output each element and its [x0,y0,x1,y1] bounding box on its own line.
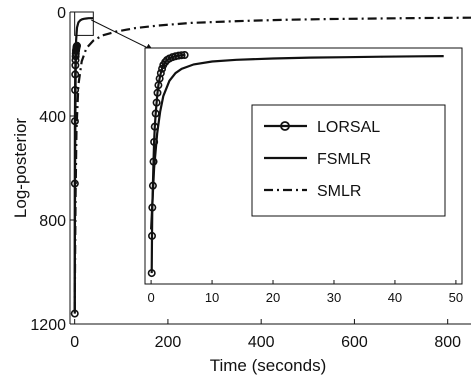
legend-label-smlr: SMLR [317,183,361,200]
series-line-fsmlr [73,17,94,312]
legend-box [251,104,446,217]
y-tick-label: 800 [39,213,66,230]
zoom-annotation [74,11,154,51]
legend-label-fsmlr: FSMLR [317,151,371,168]
x-tick-label: 800 [434,334,461,351]
inset-x-tick-label: 30 [327,290,341,305]
y-tick-label: 0 [57,5,66,22]
inset-point-lorsal [152,98,161,107]
x-tick-label: 200 [155,334,182,351]
inset-point-lorsal [148,231,157,240]
inset-series-group [147,50,444,278]
inset-x-tick-label: 0 [147,290,154,305]
inset-x-tick-label: 20 [266,290,280,305]
y-axis-label: Log-posterior [11,118,30,219]
y-tick-label: 400 [39,109,66,126]
inset-point-lorsal [177,51,186,60]
zoom-region-box [74,11,94,36]
inset-point-lorsal [156,69,165,78]
x-tick-label: 600 [341,334,368,351]
x-axis-label: Time (seconds) [210,356,327,375]
inset-point-lorsal [153,88,162,97]
inset-line-fsmlr [150,55,444,230]
x-tick-label: 400 [248,334,275,351]
inset-point-lorsal [147,269,156,278]
inset-x-tick-label: 50 [449,290,463,305]
x-tick-label: 0 [70,334,79,351]
inset-point-lorsal [158,64,167,73]
y-tick-label: 1200 [30,317,66,334]
inset-x-tick-label: 40 [388,290,402,305]
zoom-arrow [91,19,154,51]
main-series-group [70,16,471,318]
inset-x-tick-label: 10 [205,290,219,305]
legend-marker-lorsal [280,121,290,131]
series-line-smlr [73,16,471,312]
legend: LORSAL FSMLR SMLR [251,104,446,217]
legend-label-lorsal: LORSAL [317,119,380,136]
inset-point-lorsal [180,50,189,59]
